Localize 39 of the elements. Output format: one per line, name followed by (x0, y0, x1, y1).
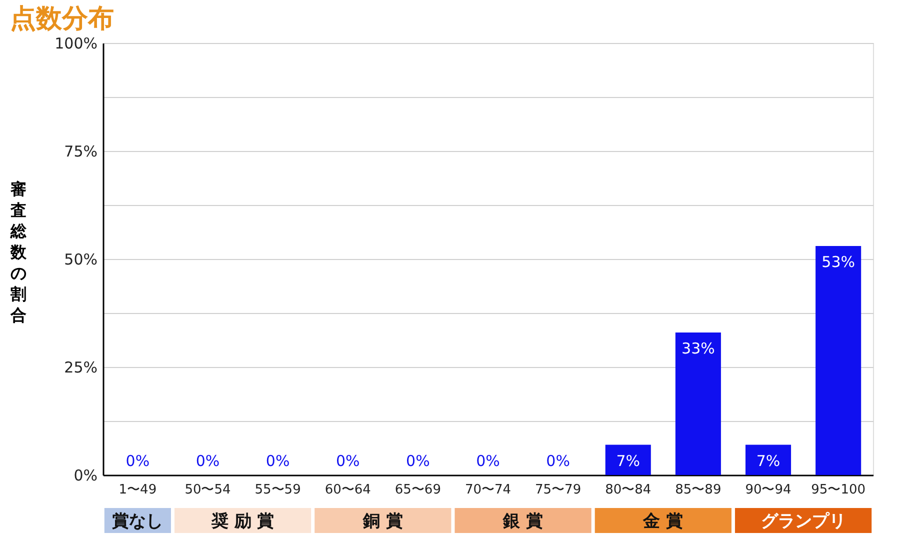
x-tick-label: 60〜64 (324, 482, 371, 498)
y-tick-label: 50% (64, 250, 98, 268)
data-label: 0% (476, 452, 500, 470)
bar (816, 246, 862, 475)
data-label: 0% (126, 452, 150, 470)
data-label: 0% (546, 452, 570, 470)
data-label: 0% (266, 452, 290, 470)
x-tick-label: 75〜79 (535, 482, 582, 498)
text: 銅 賞 (362, 512, 403, 532)
data-label: 53% (822, 253, 855, 272)
x-tick-label: 90〜94 (745, 482, 792, 498)
data-label: 7% (616, 452, 640, 470)
bar (675, 332, 721, 475)
chart-title: 点数分布 (10, 4, 114, 34)
bar (745, 444, 792, 475)
y-tick-label: 25% (64, 358, 98, 376)
bar (605, 444, 651, 475)
x-tick-label: 95〜100 (811, 482, 866, 498)
x-tick-label: 85〜89 (675, 482, 722, 498)
x-tick-label: 50〜54 (184, 482, 231, 498)
x-tick-label: 1〜49 (118, 482, 157, 498)
y-tick-label: 0% (74, 466, 98, 484)
text: 奨 励 賞 (210, 512, 274, 532)
data-label: 0% (196, 452, 220, 470)
data-label: 33% (682, 339, 715, 358)
y-axis-title: 審査総数の割合 (10, 180, 28, 324)
data-label: 0% (406, 452, 430, 470)
text: 銀 賞 (502, 512, 543, 532)
text: 金 賞 (642, 512, 684, 532)
x-tick-label: 55〜59 (254, 482, 301, 498)
x-tick-label: 70〜74 (464, 482, 512, 498)
x-tick-label: 65〜69 (394, 482, 441, 498)
y-tick-label: 75% (64, 142, 98, 160)
x-tick-label: 80〜84 (605, 482, 652, 498)
y-tick-label: 100% (54, 34, 98, 52)
text: 賞なし (112, 512, 164, 532)
data-label: 0% (336, 452, 360, 470)
data-label: 7% (756, 452, 780, 470)
text: グランプリ (760, 512, 846, 532)
